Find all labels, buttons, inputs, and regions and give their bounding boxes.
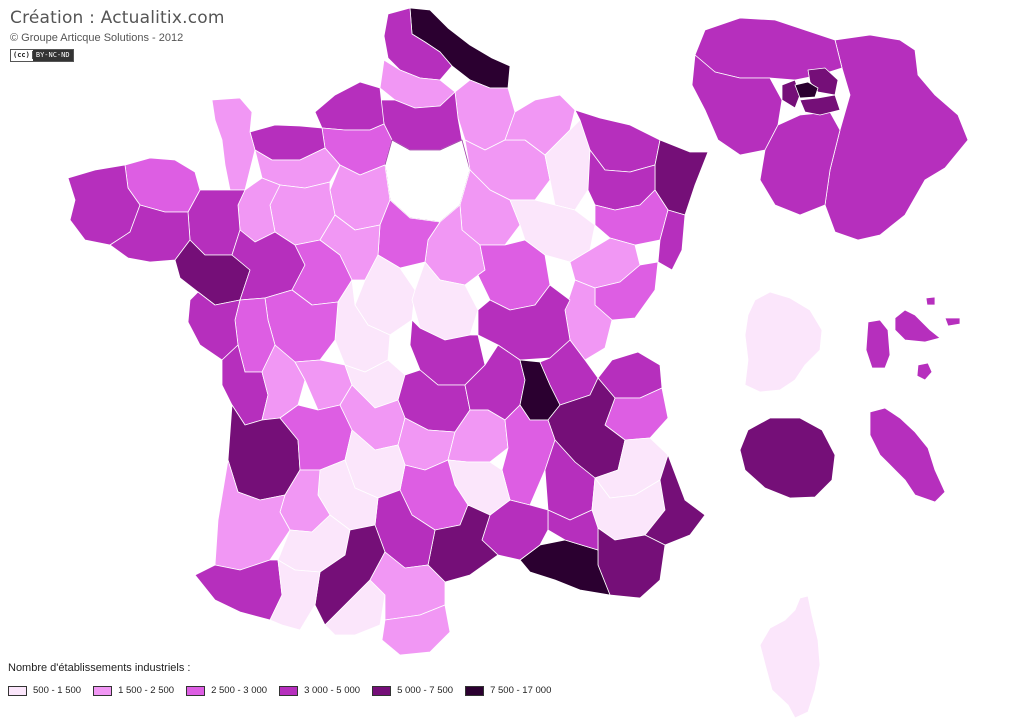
- corse[interactable]: [759, 595, 821, 719]
- dept-ariege[interactable]: [324, 579, 386, 636]
- legend-item: 1 500 - 2 500: [93, 685, 174, 696]
- guyane[interactable]: [744, 291, 823, 393]
- legend-item: 2 500 - 3 000: [186, 685, 267, 696]
- legend-label: 500 - 1 500: [33, 685, 82, 696]
- dept-vaucluse[interactable]: [547, 509, 599, 551]
- legend-title: Nombre d'établissements industriels :: [8, 662, 191, 674]
- legend-swatch: [372, 685, 392, 696]
- dept-pyrenees-orientales[interactable]: [381, 604, 451, 656]
- guadeloupe-basse-terre[interactable]: [865, 319, 891, 369]
- legend-swatch: [465, 685, 485, 696]
- copyright-text: © Groupe Articque Solutions - 2012: [10, 32, 184, 44]
- dept-haut-rhin[interactable]: [657, 209, 686, 271]
- legend-label: 1 500 - 2 500: [118, 685, 175, 696]
- idf-paris[interactable]: [794, 81, 819, 99]
- guadeloupe-islet[interactable]: [925, 296, 936, 306]
- dept-pas-de-calais[interactable]: [383, 7, 453, 81]
- legend-label: 5 000 - 7 500: [397, 685, 454, 696]
- credits-block: Création : Actualitix.com © Groupe Artic…: [10, 8, 225, 62]
- credit-title: Création : Actualitix.com: [10, 8, 225, 28]
- la-reunion[interactable]: [739, 417, 836, 499]
- dept-seine-maritime[interactable]: [314, 81, 385, 131]
- martinique[interactable]: [869, 407, 946, 503]
- legend-items: 500 - 1 500 1 500 - 2 500 2 500 - 3 000 …: [8, 685, 563, 696]
- inset-ile-de-france: [691, 17, 969, 241]
- guadeloupe-desirade[interactable]: [944, 317, 961, 327]
- idf-seine-et-marne[interactable]: [824, 34, 969, 241]
- legend: Nombre d'établissements industriels : 50…: [8, 662, 563, 696]
- dept-aude[interactable]: [369, 551, 446, 621]
- idf-essonne[interactable]: [759, 111, 841, 216]
- guadeloupe-grande-terre[interactable]: [894, 309, 941, 343]
- mainland-france: [67, 7, 709, 656]
- dept-manche[interactable]: [211, 97, 256, 191]
- idf-val-de-marne[interactable]: [799, 94, 841, 116]
- cc-license-badge: (cc) BY-NC-ND: [10, 48, 74, 62]
- legend-swatch: [93, 685, 113, 696]
- dept-morbihan[interactable]: [109, 204, 191, 263]
- legend-item: 500 - 1 500: [8, 685, 81, 696]
- legend-swatch: [186, 685, 206, 696]
- dept-vendee[interactable]: [187, 291, 241, 361]
- guadeloupe-marie-galante[interactable]: [916, 362, 933, 381]
- dept-hautes-pyrenees[interactable]: [269, 559, 321, 631]
- legend-label: 2 500 - 3 000: [211, 685, 268, 696]
- legend-label: 7 500 - 17 000: [490, 685, 552, 696]
- cc-icon: (cc): [11, 51, 33, 59]
- cc-license-text: BY-NC-ND: [32, 49, 73, 61]
- legend-swatch: [279, 685, 299, 696]
- legend-label: 3 000 - 5 000: [304, 685, 361, 696]
- dept-bouches-du-rhone[interactable]: [519, 539, 611, 596]
- legend-swatch: [8, 685, 27, 696]
- legend-item: 5 000 - 7 500: [372, 685, 453, 696]
- dept-indre[interactable]: [334, 279, 391, 373]
- dept-alpes-maritimes[interactable]: [644, 454, 706, 546]
- legend-item: 3 000 - 5 000: [279, 685, 360, 696]
- legend-item: 7 500 - 17 000: [465, 685, 551, 696]
